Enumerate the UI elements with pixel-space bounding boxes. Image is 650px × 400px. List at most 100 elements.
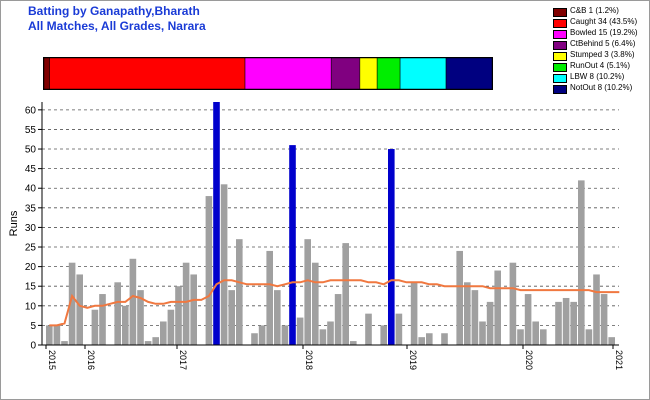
y-tick-label: 20 [25, 262, 37, 273]
dismissal-segment [376, 57, 401, 90]
dismissal-segment [330, 57, 361, 90]
innings-bar [167, 309, 175, 345]
innings-bar [220, 184, 228, 345]
dismissal-segment [399, 57, 447, 90]
innings-bar [464, 282, 471, 345]
y-tick-label: 0 [30, 341, 36, 352]
legend-label: NotOut 8 (10.2%) [570, 83, 633, 92]
innings-bar [76, 274, 83, 345]
innings-bar [585, 329, 593, 345]
innings-bar [342, 243, 349, 345]
innings-bar [471, 290, 479, 345]
innings-bar [304, 239, 311, 345]
y-axis-label: Runs [8, 210, 20, 236]
legend-swatch [553, 8, 567, 17]
x-tick-label: 2020 [524, 350, 534, 370]
innings-bar [593, 274, 600, 345]
legend-swatch [553, 19, 567, 28]
innings-bar [296, 317, 304, 345]
innings-bar [350, 341, 357, 345]
innings-bar [236, 239, 243, 345]
x-tick-label: 2019 [408, 350, 418, 370]
innings-bar [122, 305, 129, 345]
innings-bar [152, 337, 159, 345]
innings-bar [312, 262, 319, 345]
x-tick-label: 2015 [47, 350, 57, 370]
innings-bar [441, 333, 448, 345]
legend-label: CtBehind 5 (6.4%) [570, 39, 636, 48]
innings-bar [600, 294, 608, 345]
x-tick-label: 2016 [86, 350, 96, 370]
innings-bar [608, 337, 615, 345]
y-tick-label: 60 [25, 105, 37, 116]
innings-bar [555, 301, 562, 345]
legend-label: Stumped 3 (3.8%) [570, 50, 635, 59]
legend-swatch [553, 74, 567, 83]
chart-title: Batting by Ganapathy,Bharath [28, 4, 200, 18]
legend-label: C&B 1 (1.2%) [570, 6, 619, 15]
y-tick-label: 30 [25, 223, 37, 234]
y-tick-label: 10 [25, 301, 37, 312]
innings-bar [258, 325, 266, 345]
y-tick-label: 40 [25, 184, 37, 195]
innings-bar [274, 290, 281, 345]
x-tick-label: 2021 [614, 350, 624, 370]
innings-bar [160, 321, 167, 345]
innings-bar [327, 321, 334, 345]
innings-bar [532, 321, 539, 345]
innings-bar [570, 301, 577, 345]
y-tick-label: 45 [25, 164, 37, 175]
y-tick-label: 50 [25, 145, 37, 156]
innings-bar [99, 294, 106, 345]
innings-bar [289, 145, 296, 345]
innings-bar [190, 274, 197, 345]
innings-bar [540, 329, 547, 345]
dismissal-segment [49, 57, 246, 90]
legend-swatch [553, 85, 567, 94]
innings-bar [53, 325, 61, 345]
dismissal-segment [445, 57, 493, 90]
dismissal-segment [244, 57, 332, 90]
innings-bar [486, 301, 494, 345]
innings-bar [175, 286, 182, 345]
y-tick-label: 5 [30, 321, 36, 332]
innings-bar [524, 294, 532, 345]
innings-bar [319, 329, 327, 345]
innings-bar [479, 321, 486, 345]
innings-bar [509, 262, 517, 345]
innings-bar [395, 313, 403, 345]
innings-bar [562, 297, 570, 345]
innings-bar [494, 270, 501, 345]
average-line [49, 279, 620, 327]
innings-bar [365, 313, 372, 345]
innings-bar [251, 333, 258, 345]
innings-bar [418, 337, 425, 345]
innings-bar [46, 325, 53, 345]
innings-bar [213, 102, 220, 345]
dismissal-segment [359, 57, 378, 90]
innings-bar [129, 258, 137, 345]
innings-bar [266, 250, 273, 345]
legend-swatch [553, 41, 567, 50]
innings-bar [517, 329, 524, 345]
legend-label: RunOut 4 (5.1%) [570, 61, 631, 70]
dismissal-segment [43, 57, 50, 90]
innings-bar [144, 341, 152, 345]
legend-swatch [553, 63, 567, 72]
y-tick-label: 55 [25, 125, 37, 136]
innings-bar [410, 282, 418, 345]
legend-label: Bowled 15 (19.2%) [570, 28, 638, 37]
innings-bar [228, 290, 235, 345]
innings-bar [388, 149, 395, 345]
legend-label: LBW 8 (10.2%) [570, 72, 625, 81]
innings-bar [334, 294, 342, 345]
innings-bar [281, 325, 289, 345]
y-tick-label: 35 [25, 203, 37, 214]
legend-swatch [553, 52, 567, 61]
innings-bar [182, 262, 190, 345]
y-tick-label: 25 [25, 243, 37, 254]
innings-bar [426, 333, 433, 345]
innings-bar [91, 309, 99, 345]
